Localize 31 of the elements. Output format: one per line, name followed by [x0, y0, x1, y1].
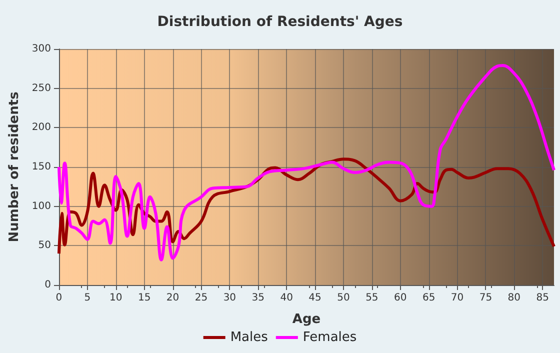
- y-tick-label: 150: [32, 162, 51, 172]
- x-tick-label: 60: [394, 292, 407, 304]
- y-axis-title: Number of residents: [7, 91, 22, 242]
- y-tick-label: 250: [32, 82, 51, 94]
- y-tick-label: 50: [38, 240, 51, 252]
- y-tick-label: 200: [32, 122, 51, 134]
- x-tick-label: 10: [110, 292, 122, 304]
- x-tick-label: 50: [337, 292, 350, 304]
- x-tick-label: 80: [508, 292, 521, 304]
- y-tick-label: 0: [44, 280, 51, 290]
- y-tick-label: 100: [32, 200, 51, 212]
- x-tick-label: 45: [308, 292, 322, 304]
- line-series: [57, 64, 556, 262]
- x-tick-label: 25: [194, 292, 208, 304]
- x-tick-label: 55: [366, 292, 378, 304]
- x-tick-label: 30: [223, 292, 236, 304]
- x-tick-label: 65: [422, 292, 436, 304]
- x-tick-label: 35: [252, 292, 264, 304]
- x-tick-label: 0: [56, 292, 62, 304]
- x-tick-label: 75: [479, 292, 492, 304]
- x-axis-title: Age: [292, 312, 321, 327]
- x-tick-label: 5: [84, 292, 91, 304]
- legend-label: Males: [230, 330, 268, 345]
- chart-title: Distribution of Residents' Ages: [157, 14, 403, 30]
- x-tick-label: 40: [280, 292, 293, 304]
- x-tick-label: 85: [536, 292, 549, 304]
- x-tick-label: 15: [138, 292, 151, 304]
- y-tick-label: 300: [32, 44, 51, 54]
- legend-label: Females: [302, 330, 357, 345]
- x-tick-label: 70: [450, 292, 464, 304]
- x-tick-label: 20: [166, 292, 180, 304]
